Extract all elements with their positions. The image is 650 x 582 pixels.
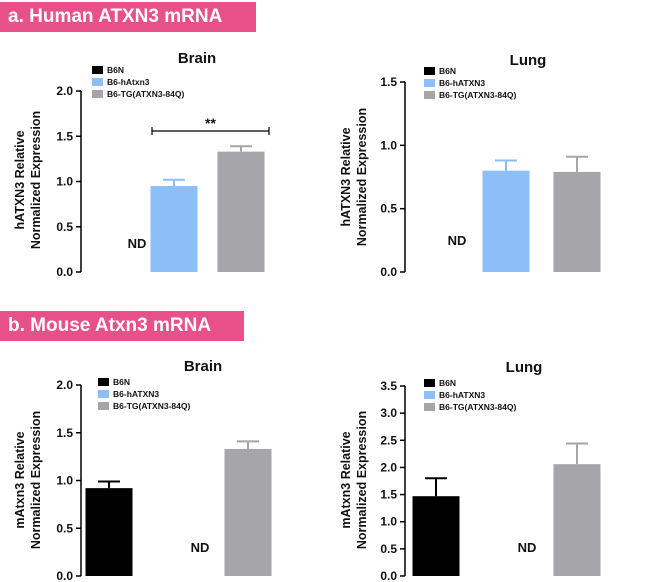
chart1-y-tick-label: 1.5	[56, 129, 73, 143]
chart2-bar-3	[553, 171, 601, 272]
chart2-legend-label-1: B6N	[439, 66, 456, 76]
chart3-y-axis-label: mAtxn3 Relative Normalized Expression	[13, 411, 43, 549]
chart2-legend-swatch-3	[424, 91, 435, 99]
chart3-y-tick-label: 0.0	[56, 569, 73, 582]
chart3-y-tick-label: 1.0	[56, 474, 73, 488]
chart2-y-tick-label: 1.0	[380, 138, 397, 152]
chart2-y-axis-label: hATXN3 Relative Normalized Expression	[339, 108, 369, 246]
chart1-y-axis-label: hATXN3 Relative Normalized Expression	[13, 111, 43, 249]
chart4-legend-swatch-1	[424, 379, 435, 387]
chart4-legend-label-2: B6-hATXN3	[439, 390, 485, 400]
chart1-legend-label-1: B6N	[107, 65, 124, 75]
chart1-legend-swatch-3	[92, 90, 103, 98]
chart1-y-tick-label: 2.0	[56, 84, 73, 98]
chart4-y-tick-label: 2.0	[380, 460, 397, 474]
chart4-y-tick-label: 3.0	[380, 406, 397, 420]
chart3-nd-label: ND	[191, 540, 210, 555]
chart4-y-tick-label: 1.5	[380, 488, 397, 502]
chart1-significance-label: **	[205, 115, 216, 131]
chart4-bar-3	[553, 464, 601, 576]
chart1-bar-2	[150, 186, 198, 272]
chart4-y-tick-label: 0.0	[380, 569, 397, 582]
chart4-y-tick-label: 1.0	[380, 515, 397, 529]
chart1-y-tick-label: 0.5	[56, 220, 73, 234]
chart3-legend-label-1: B6N	[113, 377, 130, 387]
section-a-banner: a. Human ATXN3 mRNA	[0, 2, 256, 32]
chart4-legend-label-3: B6-TG(ATXN3-84Q)	[439, 402, 516, 412]
chart2-legend-swatch-1	[424, 67, 435, 75]
chart4-title: Lung	[506, 359, 543, 376]
chart1-y-tick-label: 1.0	[56, 175, 73, 189]
chart2-legend-swatch-2	[424, 79, 435, 87]
chart3-title: Brain	[184, 358, 222, 375]
chart2-y-tick-label: 0.0	[380, 265, 397, 279]
chart2-bar-2	[482, 170, 530, 272]
chart3-y-tick-label: 0.5	[56, 521, 73, 535]
chart4-bar-1	[412, 496, 460, 576]
section-b-banner: b. Mouse Atxn3 mRNA	[0, 311, 244, 341]
chart4-y-tick-label: 3.5	[380, 379, 397, 393]
chart4-y-tick-label: 2.5	[380, 433, 397, 447]
chart3-legend-label-3: B6-TG(ATXN3-84Q)	[113, 401, 190, 411]
chart3-y-tick-label: 1.5	[56, 426, 73, 440]
chart1-nd-label: ND	[128, 236, 147, 251]
chart1-bar-3	[217, 151, 265, 272]
chart1-legend-label-3: B6-TG(ATXN3-84Q)	[107, 89, 184, 99]
chart1-title: Brain	[178, 50, 216, 67]
chart1-legend-label-2: B6-hAtxn3	[107, 77, 150, 87]
chart2-title: Lung	[510, 52, 547, 69]
chart1-legend-swatch-1	[92, 66, 103, 74]
chart3-bar-1	[85, 488, 133, 576]
chart1-legend-swatch-2	[92, 78, 103, 86]
chart3-bar-3	[224, 448, 272, 576]
chart3-legend-label-2: B6-hATXN3	[113, 389, 159, 399]
chart3-legend-swatch-1	[98, 378, 109, 386]
chart4-y-axis-label: mAtxn3 Relative Normalized Expression	[339, 411, 369, 549]
chart3-y-tick-label: 2.0	[56, 378, 73, 392]
chart4-legend-swatch-3	[424, 403, 435, 411]
chart4-legend-label-1: B6N	[439, 378, 456, 388]
chart2-legend-label-2: B6-hATXN3	[439, 78, 485, 88]
chart2-y-tick-label: 1.5	[380, 75, 397, 89]
chart4-nd-label: ND	[518, 540, 537, 555]
chart3-legend-swatch-2	[98, 390, 109, 398]
chart4-legend-swatch-2	[424, 391, 435, 399]
chart1-y-tick-label: 0.0	[56, 265, 73, 279]
chart3-legend-swatch-3	[98, 402, 109, 410]
chart2-y-tick-label: 0.5	[380, 202, 397, 216]
chart2-nd-label: ND	[448, 233, 467, 248]
chart4-y-tick-label: 0.5	[380, 542, 397, 556]
chart2-legend-label-3: B6-TG(ATXN3-84Q)	[439, 90, 516, 100]
